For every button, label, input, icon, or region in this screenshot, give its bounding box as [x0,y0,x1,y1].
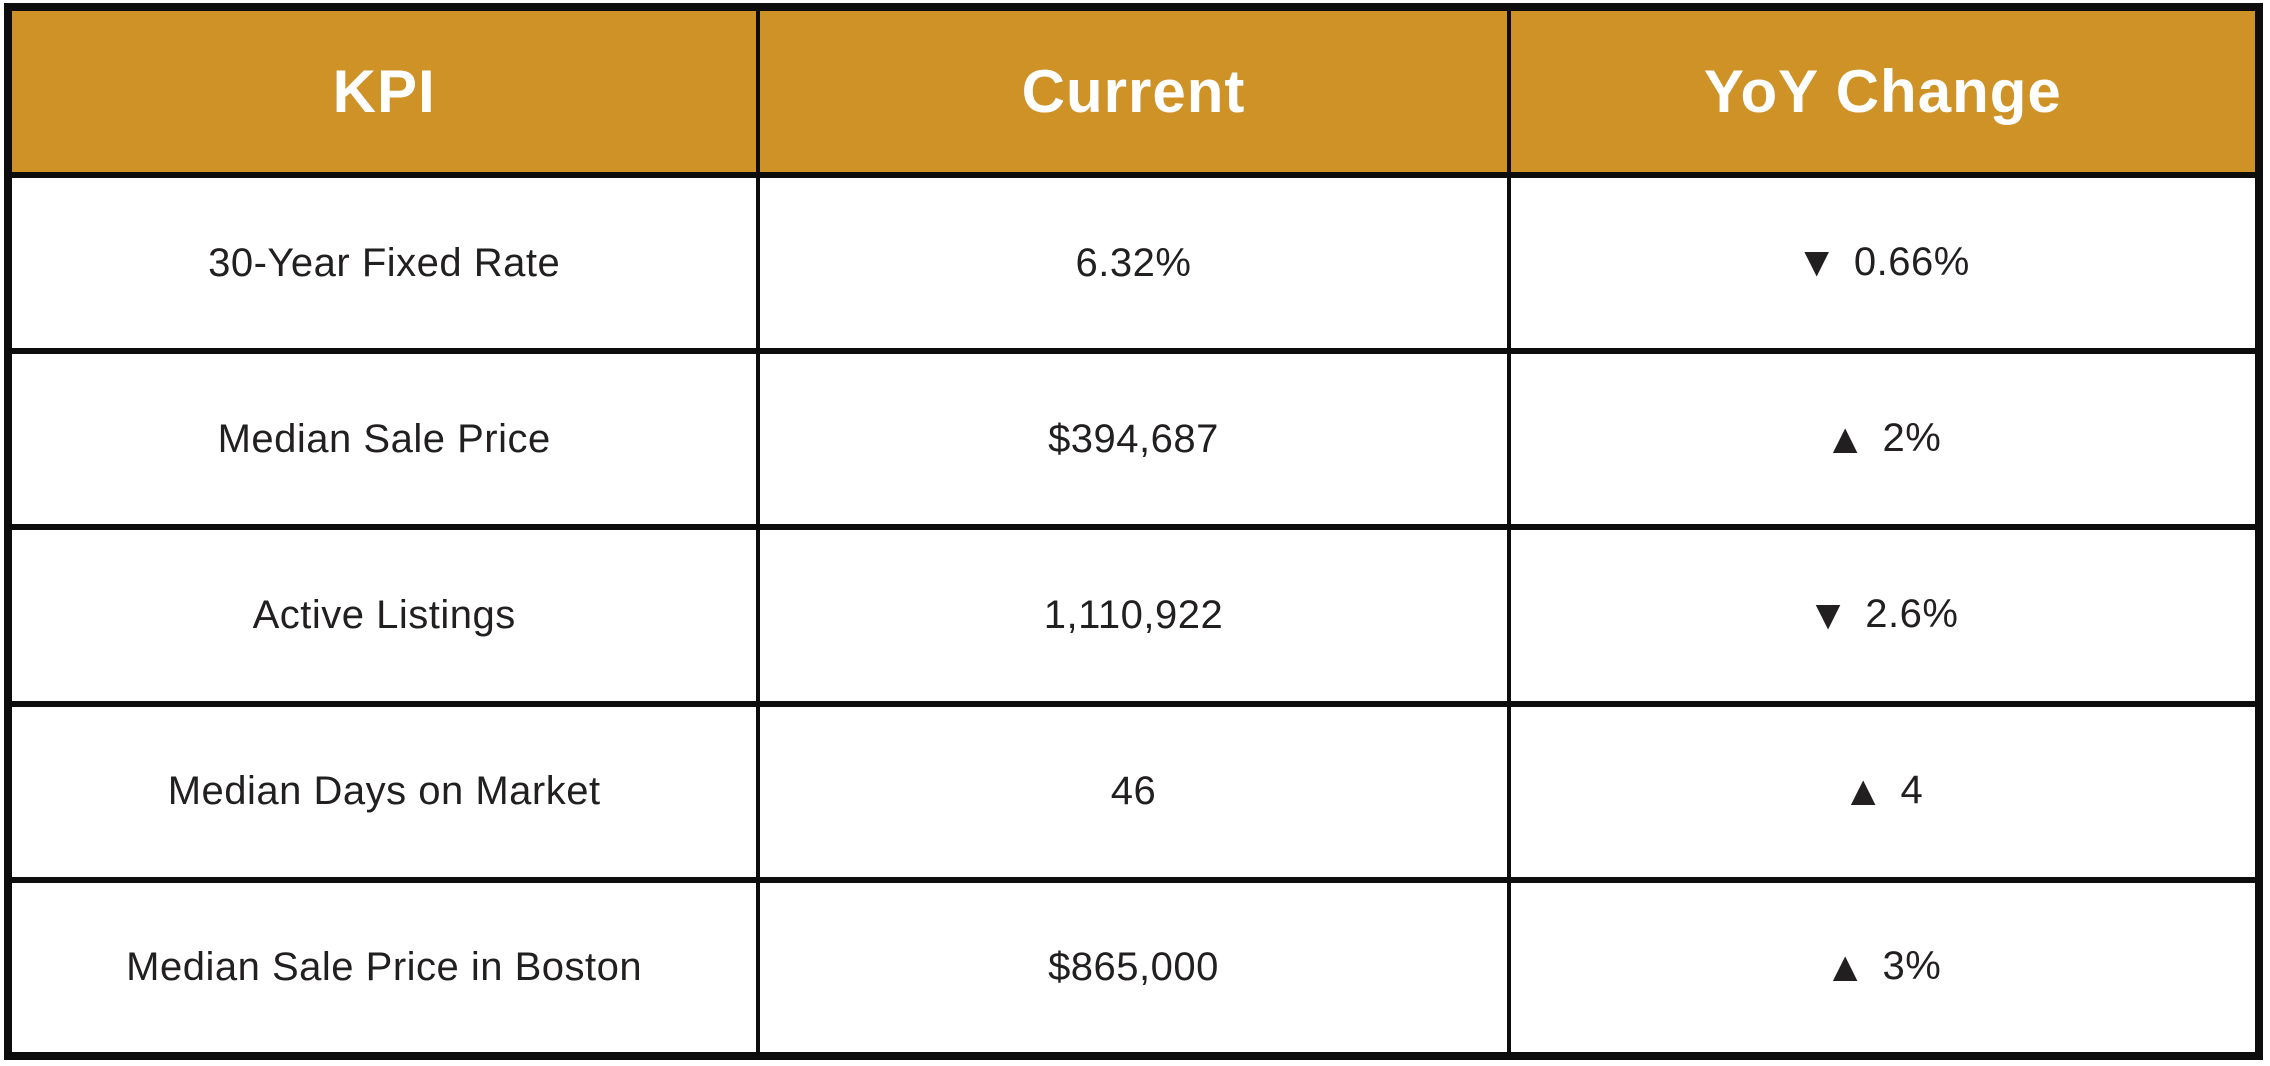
current-cell: 6.32% [756,171,1511,355]
kpi-cell: Median Sale Price [5,348,761,531]
yoy-cell: ▲ 3% [1506,876,2262,1060]
table-row: 30-Year Fixed Rate 6.32% ▼ 0.66% [5,171,2262,355]
trend-indicator: ▲ 3% [1824,944,1941,989]
column-header-yoy-change: YoY Change [1506,4,2262,178]
kpi-cell: Median Days on Market [5,700,761,883]
kpi-cell: 30-Year Fixed Rate [5,171,761,355]
down-arrow-icon: ▼ [1795,238,1838,286]
current-cell: 1,110,922 [756,524,1511,707]
kpi-table: KPI Current YoY Change 30-Year Fixed Rat… [4,3,2263,1060]
yoy-cell: ▲ 2% [1506,348,2262,531]
yoy-value: 2.6% [1865,592,1959,637]
header-row: KPI Current YoY Change [5,4,2262,178]
up-arrow-icon: ▲ [1842,766,1885,814]
kpi-cell: Active Listings [5,524,761,707]
current-cell: $865,000 [756,876,1511,1060]
up-arrow-icon: ▲ [1824,414,1867,462]
yoy-cell: ▼ 0.66% [1506,171,2262,355]
kpi-table-body: 30-Year Fixed Rate 6.32% ▼ 0.66% Median … [5,171,2262,1060]
trend-indicator: ▲ 2% [1824,416,1941,461]
table-row: Median Sale Price in Boston $865,000 ▲ 3… [5,876,2262,1060]
yoy-cell: ▼ 2.6% [1506,524,2262,707]
kpi-cell: Median Sale Price in Boston [5,876,761,1060]
column-header-kpi: KPI [5,4,761,178]
kpi-table-header: KPI Current YoY Change [5,4,2262,178]
column-header-current: Current [756,4,1511,178]
table-row: Median Days on Market 46 ▲ 4 [5,700,2262,883]
table-row: Median Sale Price $394,687 ▲ 2% [5,348,2262,531]
yoy-value: 0.66% [1853,239,1970,284]
table-row: Active Listings 1,110,922 ▼ 2.6% [5,524,2262,707]
trend-indicator: ▼ 0.66% [1796,240,1970,285]
yoy-cell: ▲ 4 [1506,700,2262,883]
trend-indicator: ▲ 4 [1842,768,1923,813]
up-arrow-icon: ▲ [1824,942,1867,990]
current-cell: 46 [756,700,1511,883]
yoy-value: 2% [1882,416,1942,461]
down-arrow-icon: ▼ [1807,590,1850,638]
current-cell: $394,687 [756,348,1511,531]
yoy-value: 4 [1900,768,1924,813]
yoy-value: 3% [1882,944,1942,989]
trend-indicator: ▼ 2.6% [1807,592,1958,637]
